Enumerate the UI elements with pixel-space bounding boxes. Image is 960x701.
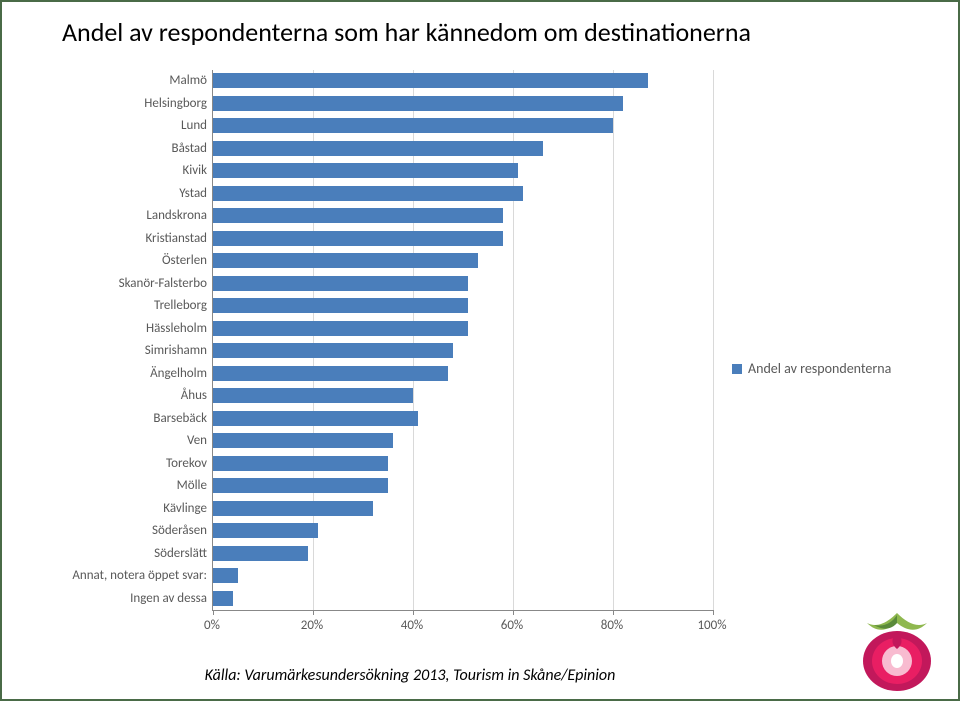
category-label: Skanör-Falsterbo xyxy=(119,276,207,291)
bar xyxy=(213,523,318,538)
bar xyxy=(213,208,503,223)
bar xyxy=(213,411,418,426)
bar xyxy=(213,298,468,313)
bar xyxy=(213,118,613,133)
gridline xyxy=(713,70,714,610)
source-note: Källa: Varumärkesundersökning 2013, Tour… xyxy=(2,666,818,685)
category-label: Ystad xyxy=(179,186,207,201)
legend: Andel av respondenterna xyxy=(732,360,891,377)
category-label: Simrishamn xyxy=(145,343,207,358)
legend-swatch xyxy=(732,364,742,374)
category-label: Malmö xyxy=(169,73,207,88)
x-tick-label: 0% xyxy=(204,618,220,633)
bar xyxy=(213,163,518,178)
x-tick-label: 100% xyxy=(697,618,726,633)
tick xyxy=(613,610,614,615)
bar xyxy=(213,388,413,403)
bar xyxy=(213,433,393,448)
slide-frame: Andel av respondenterna som har kännedom… xyxy=(0,0,960,701)
category-label: Lund xyxy=(181,118,207,133)
category-label: Ingen av dessa xyxy=(130,591,207,606)
x-tick-label: 20% xyxy=(301,618,323,633)
logo-icon xyxy=(842,603,952,693)
bar-chart: Malmö Helsingborg Lund Båstad Kivik Ystad Land… xyxy=(32,70,932,650)
category-label: Söderåsen xyxy=(152,523,207,538)
bar xyxy=(213,253,478,268)
category-label: Helsingborg xyxy=(144,96,207,111)
x-tick-label: 80% xyxy=(601,618,623,633)
legend-label: Andel av respondenterna xyxy=(748,360,891,377)
plot-area xyxy=(212,70,713,611)
category-label: Kävlinge xyxy=(163,501,207,516)
category-label: Mölle xyxy=(177,478,207,493)
category-label: Ven xyxy=(187,433,207,448)
category-label: Landskrona xyxy=(146,208,207,223)
bar xyxy=(213,546,308,561)
category-label: Hässleholm xyxy=(146,321,207,336)
category-label: Kivik xyxy=(182,163,207,178)
category-label: Österlen xyxy=(162,253,207,268)
bar xyxy=(213,141,543,156)
bar xyxy=(213,73,648,88)
category-label: Barsebäck xyxy=(153,411,207,426)
tick xyxy=(413,610,414,615)
tick xyxy=(313,610,314,615)
bar xyxy=(213,276,468,291)
page-title: Andel av respondenterna som har kännedom… xyxy=(62,16,751,48)
category-label: Kristianstad xyxy=(146,231,208,246)
category-label: Ängelholm xyxy=(150,366,207,381)
category-label: Annat, notera öppet svar: xyxy=(72,568,207,583)
bar xyxy=(213,568,238,583)
category-label: Båstad xyxy=(172,141,208,156)
bar xyxy=(213,186,523,201)
category-label: Åhus xyxy=(181,388,207,403)
bar xyxy=(213,478,388,493)
category-label: Söderslätt xyxy=(154,546,207,561)
tick xyxy=(713,610,714,615)
bar xyxy=(213,96,623,111)
tick xyxy=(213,610,214,615)
category-label: Torekov xyxy=(166,456,207,471)
tick xyxy=(513,610,514,615)
bar xyxy=(213,231,503,246)
bar xyxy=(213,501,373,516)
x-tick-label: 60% xyxy=(501,618,523,633)
bar xyxy=(213,321,468,336)
category-label: Trelleborg xyxy=(154,298,207,313)
gridline xyxy=(613,70,614,610)
bar xyxy=(213,456,388,471)
bar xyxy=(213,343,453,358)
x-tick-label: 40% xyxy=(401,618,423,633)
bar xyxy=(213,366,448,381)
bar xyxy=(213,591,233,606)
